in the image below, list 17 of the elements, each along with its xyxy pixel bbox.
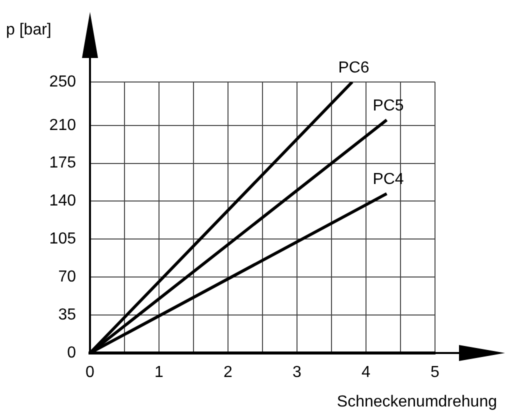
y-tick-label: 250: [49, 73, 76, 90]
x-tick-label: 5: [430, 364, 440, 382]
y-tick-label: 0: [67, 344, 76, 362]
x-tick-label: 4: [362, 364, 371, 382]
y-axis-title: p [bar]: [6, 21, 52, 38]
x-tick-label: 1: [154, 364, 164, 382]
y-tick-label: 175: [49, 154, 76, 172]
series-label: PC6: [338, 59, 370, 76]
x-tick-label: 0: [86, 364, 95, 382]
y-tick-label: 105: [49, 230, 76, 248]
x-axis-title: Schneckenumdrehung: [336, 393, 497, 410]
y-tick-label: 140: [49, 192, 76, 210]
x-tick-label: 2: [224, 364, 233, 382]
x-tick-label: 3: [292, 364, 302, 382]
y-tick-label: 70: [58, 268, 76, 286]
y-tick-label: 210: [49, 116, 76, 134]
y-tick-label: 35: [58, 306, 76, 324]
